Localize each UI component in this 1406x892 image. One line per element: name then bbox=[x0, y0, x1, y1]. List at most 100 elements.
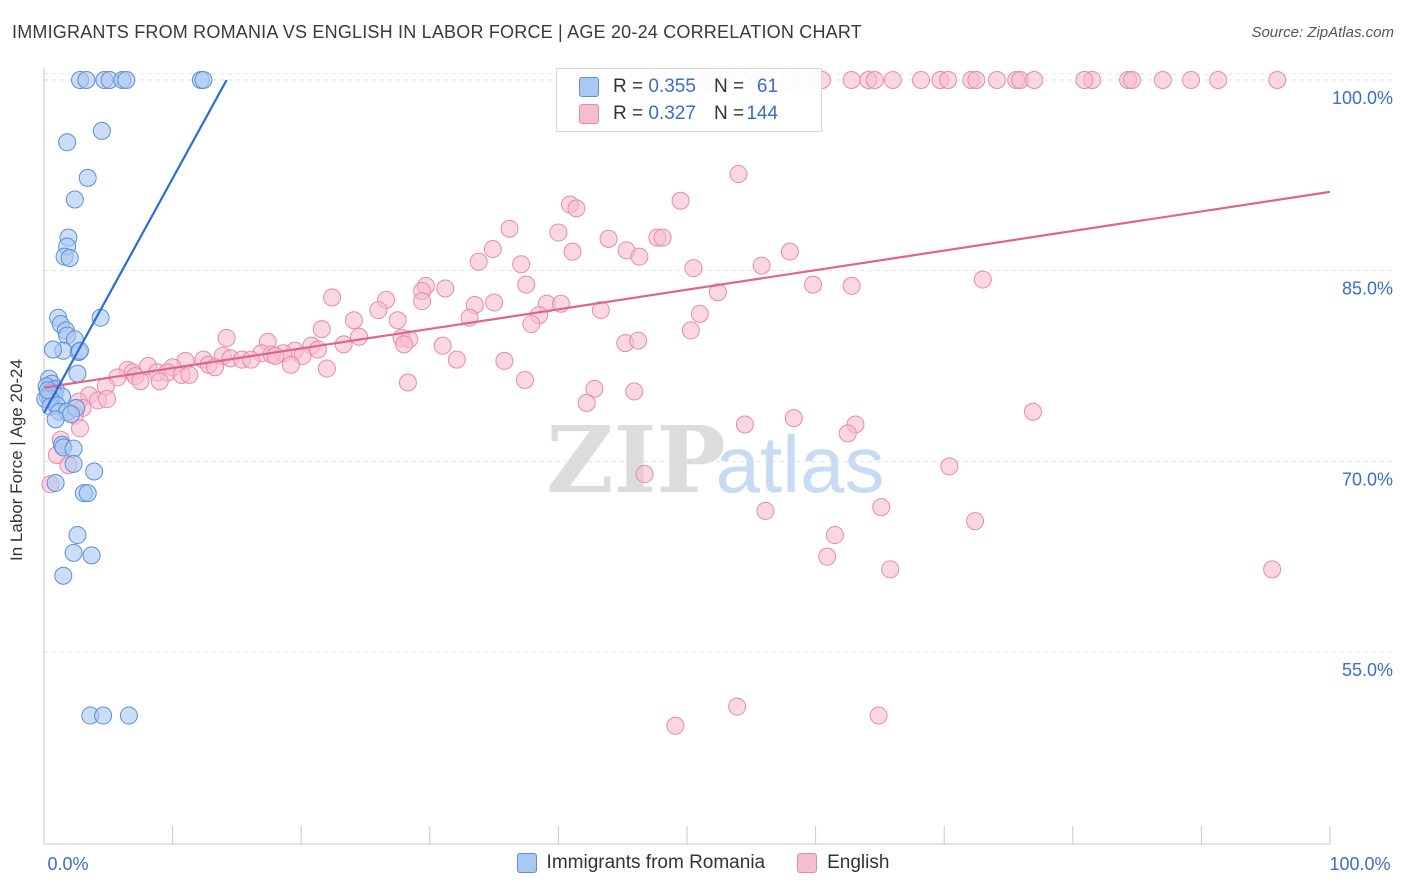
point-english bbox=[872, 498, 891, 517]
legend-r-label: R = bbox=[613, 76, 644, 97]
point-romania bbox=[194, 71, 213, 89]
point-english bbox=[1182, 71, 1201, 89]
point-english bbox=[967, 71, 986, 89]
point-english bbox=[780, 242, 799, 261]
point-english bbox=[312, 320, 331, 339]
legend-swatch-romania bbox=[579, 77, 599, 97]
point-english bbox=[98, 390, 117, 409]
series-legend-romania[interactable]: Immigrants from Romania bbox=[516, 852, 766, 874]
legend-r-label: R = bbox=[613, 103, 644, 124]
point-english bbox=[323, 288, 342, 307]
watermark-atlas: atlas bbox=[716, 420, 885, 509]
point-romania bbox=[62, 405, 81, 424]
point-romania bbox=[85, 462, 104, 481]
point-english bbox=[1075, 71, 1094, 89]
point-english bbox=[939, 71, 958, 89]
point-english bbox=[388, 311, 407, 330]
point-english bbox=[1263, 560, 1282, 579]
point-romania bbox=[78, 484, 97, 503]
point-english bbox=[500, 219, 519, 238]
legend-n-value-romania: 61 bbox=[756, 76, 779, 97]
point-english bbox=[690, 304, 709, 323]
point-romania bbox=[94, 706, 113, 725]
point-english bbox=[973, 270, 992, 289]
point-english bbox=[433, 336, 452, 355]
point-english bbox=[517, 275, 536, 294]
series-legend-label: Immigrants from Romania bbox=[546, 852, 766, 873]
legend-n-value-english: 144 bbox=[746, 103, 779, 124]
point-romania bbox=[64, 439, 83, 458]
legend-swatch-english bbox=[579, 104, 599, 124]
point-romania bbox=[119, 706, 138, 725]
point-english bbox=[825, 526, 844, 545]
point-english bbox=[1209, 71, 1228, 89]
point-romania bbox=[54, 566, 73, 585]
point-english bbox=[881, 560, 900, 579]
point-romania bbox=[68, 364, 87, 383]
point-english bbox=[436, 279, 455, 298]
point-romania bbox=[77, 71, 96, 89]
point-romania bbox=[82, 546, 101, 565]
point-romania bbox=[44, 340, 63, 359]
series-swatch-romania bbox=[516, 853, 537, 873]
point-english bbox=[1023, 402, 1042, 421]
point-english bbox=[515, 370, 534, 389]
point-english bbox=[966, 512, 985, 531]
point-romania bbox=[58, 133, 77, 152]
point-english bbox=[653, 228, 672, 247]
point-english bbox=[752, 256, 771, 275]
point-english bbox=[684, 259, 703, 278]
point-romania bbox=[65, 190, 84, 209]
trendline-english bbox=[43, 190, 1331, 389]
point-english bbox=[599, 229, 618, 248]
point-romania bbox=[117, 71, 136, 89]
point-english bbox=[71, 419, 90, 438]
point-english bbox=[708, 283, 727, 302]
point-english bbox=[987, 71, 1006, 89]
point-english bbox=[883, 71, 902, 89]
point-english bbox=[469, 252, 488, 271]
point-english bbox=[784, 409, 803, 428]
point-english bbox=[317, 359, 336, 378]
x-tick-label: 100.0% bbox=[1329, 854, 1390, 874]
point-english bbox=[1268, 71, 1287, 89]
series-swatch-english bbox=[797, 853, 818, 873]
y-tick-label: 55.0% bbox=[1342, 660, 1393, 680]
point-english bbox=[666, 716, 685, 735]
point-english bbox=[912, 71, 931, 89]
series-legend-english[interactable]: English bbox=[797, 852, 889, 874]
legend-row-romania: R = 0.355 N = 61 bbox=[579, 74, 778, 100]
point-english bbox=[567, 199, 586, 218]
point-english bbox=[735, 415, 754, 434]
point-english bbox=[577, 393, 596, 412]
legend-n-label: N = bbox=[713, 103, 745, 124]
point-english bbox=[756, 501, 775, 520]
point-english bbox=[395, 335, 414, 354]
point-english bbox=[1122, 71, 1141, 89]
point-english bbox=[940, 457, 959, 476]
y-tick-label: 85.0% bbox=[1342, 279, 1393, 299]
source-label: Source: ZipAtlas.com bbox=[1251, 24, 1394, 41]
point-english bbox=[681, 321, 700, 340]
point-english bbox=[585, 379, 604, 398]
x-tick-label: 0.0% bbox=[47, 854, 88, 874]
point-english bbox=[242, 350, 261, 369]
chart-title: IMMIGRANTS FROM ROMANIA VS ENGLISH IN LA… bbox=[12, 22, 862, 42]
point-english bbox=[865, 71, 884, 89]
point-english bbox=[350, 327, 369, 346]
legend-r-value-romania: 0.355 bbox=[648, 76, 696, 97]
point-english bbox=[549, 223, 568, 242]
point-english bbox=[635, 465, 654, 484]
point-english bbox=[150, 372, 169, 391]
point-english bbox=[369, 301, 388, 320]
point-english bbox=[398, 373, 417, 392]
point-english bbox=[495, 351, 514, 370]
point-english bbox=[334, 335, 353, 354]
point-english bbox=[485, 293, 504, 312]
y-axis-label: In Labor Force | Age 20-24 bbox=[7, 359, 26, 561]
point-english bbox=[483, 240, 502, 259]
legend-n-label: N = bbox=[713, 76, 745, 97]
point-english bbox=[728, 697, 747, 716]
point-english bbox=[625, 382, 644, 401]
